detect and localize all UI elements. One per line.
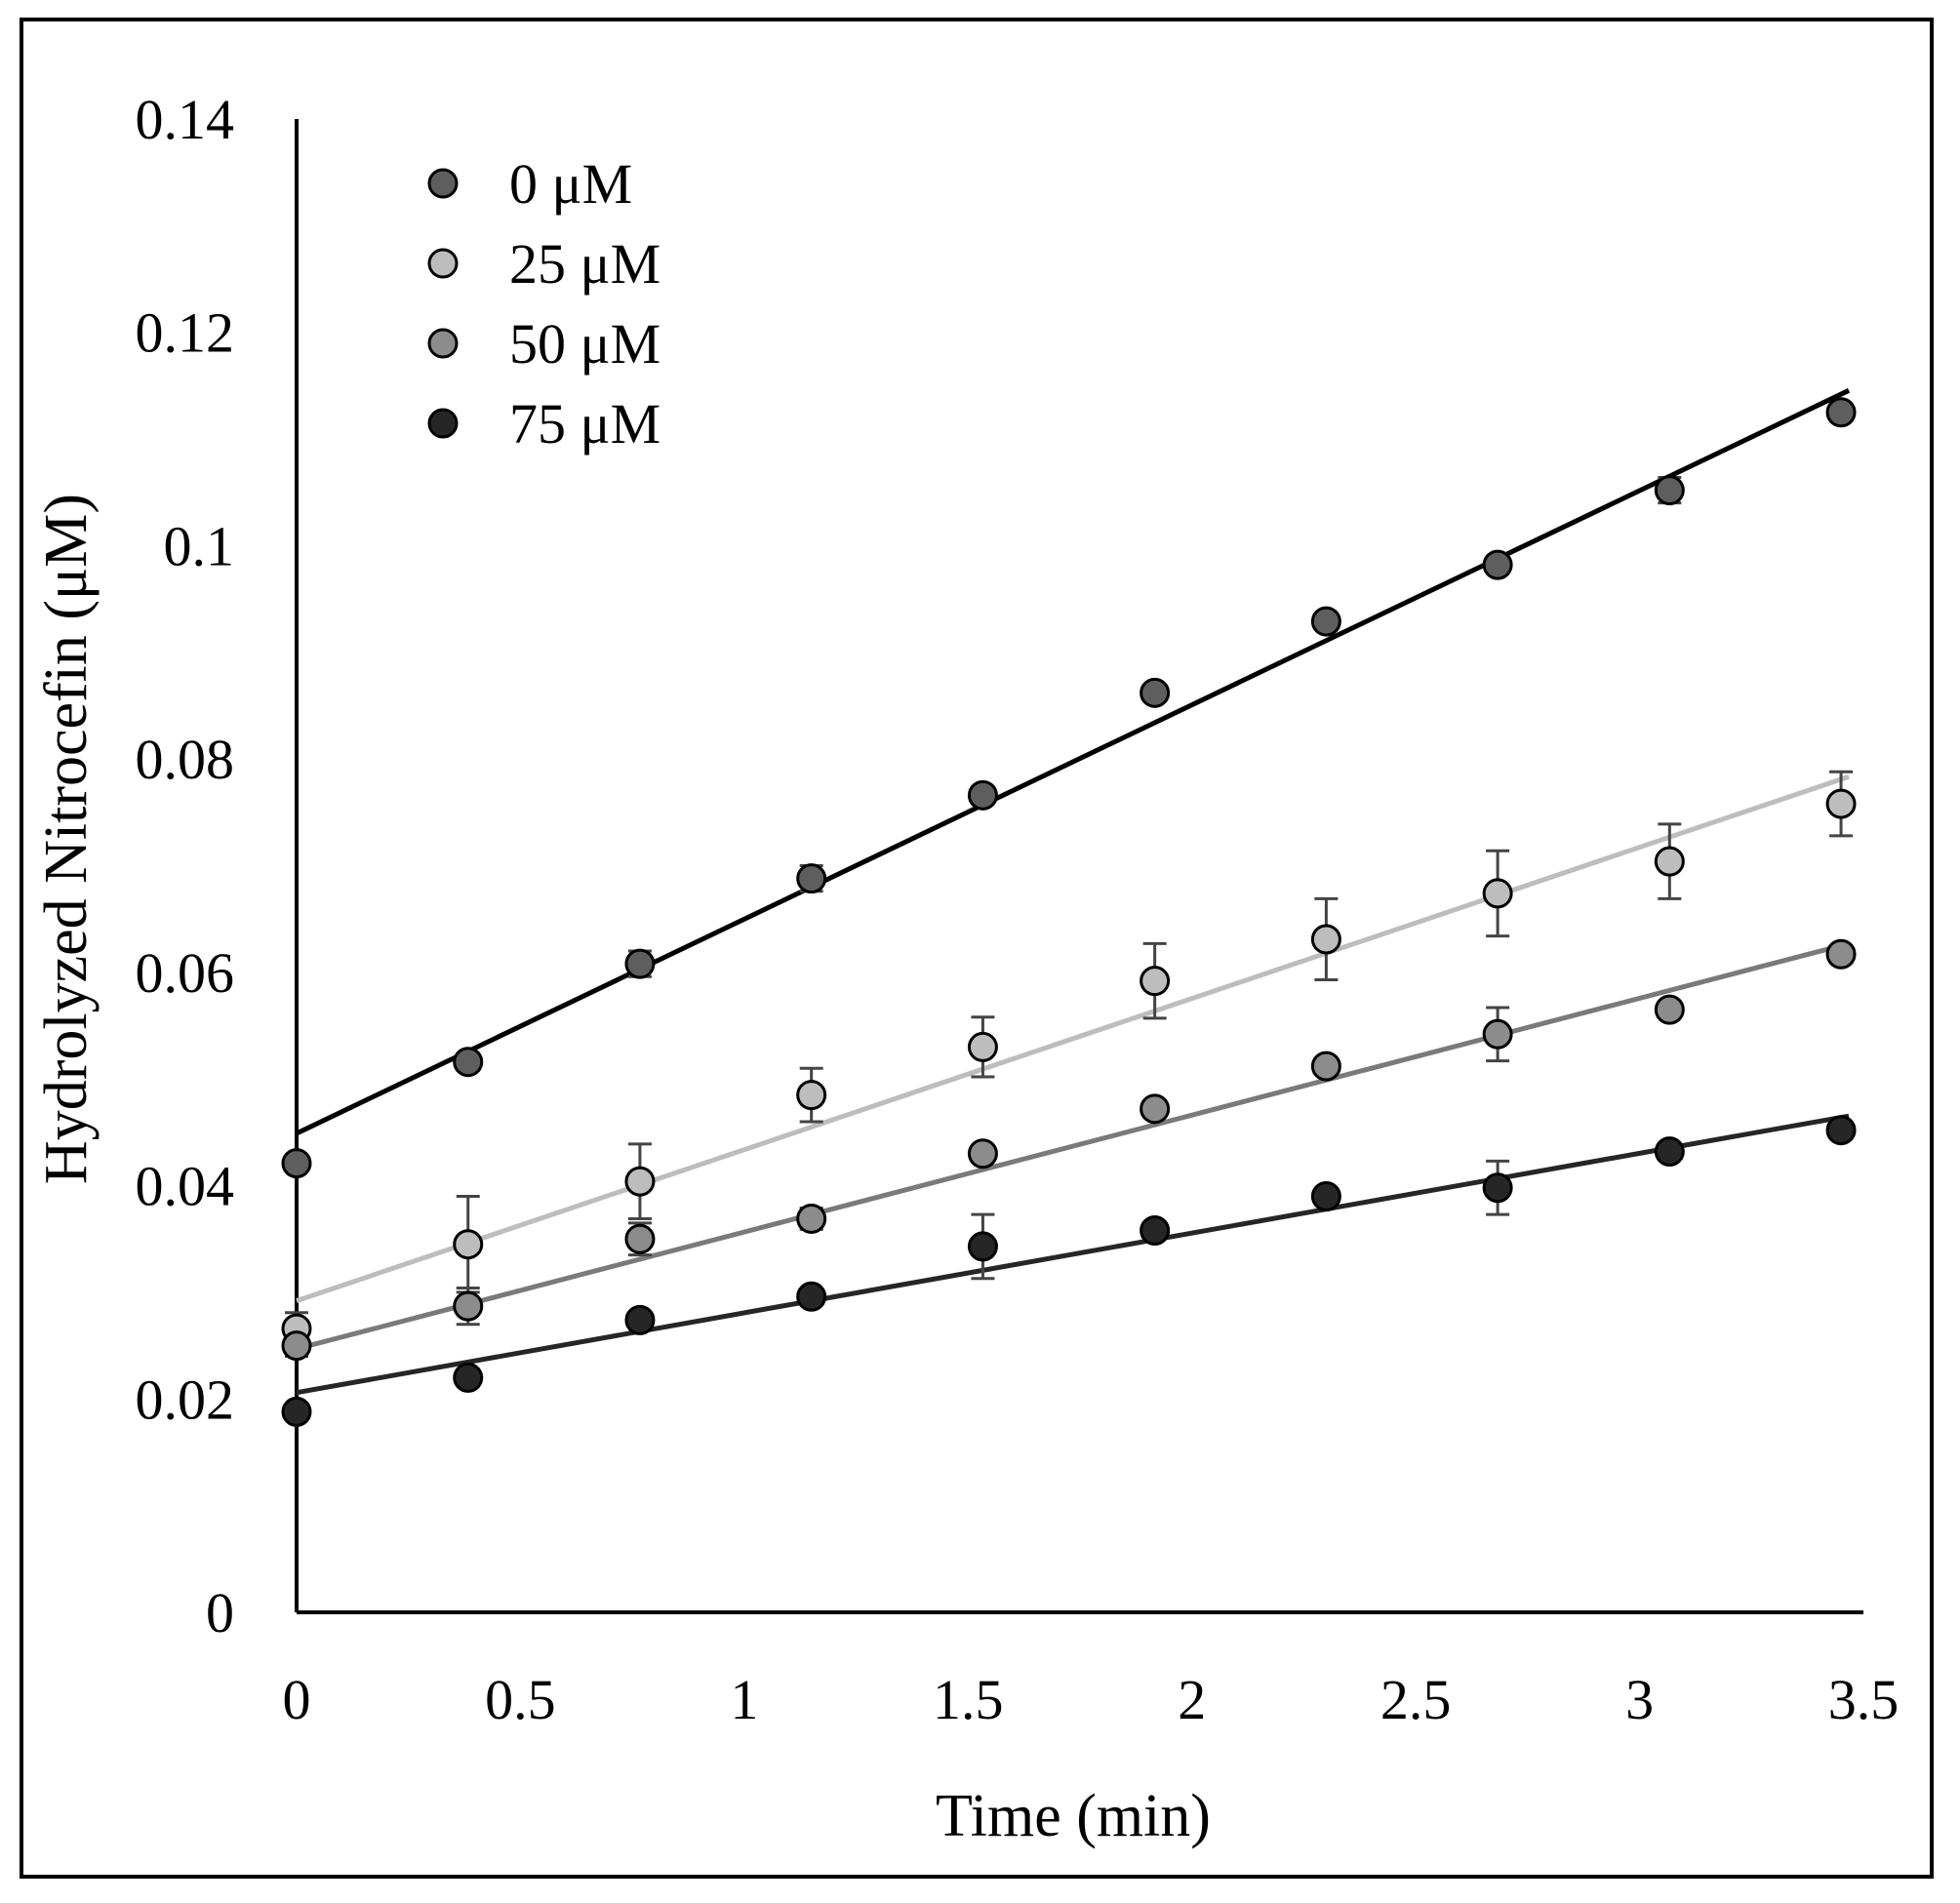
data-point — [453, 1229, 484, 1260]
x-tick-label: 2.5 — [1380, 1668, 1452, 1731]
axes — [295, 119, 1863, 1614]
data-point — [453, 1047, 484, 1078]
x-tick-label: 3 — [1625, 1668, 1654, 1731]
legend-marker — [427, 408, 459, 439]
x-tick-label: 1 — [730, 1668, 758, 1731]
x-tick-label: 3.5 — [1828, 1668, 1900, 1731]
legend-label: 25 μM — [509, 232, 660, 296]
data-point — [1825, 938, 1857, 970]
data-point — [967, 779, 998, 811]
data-point — [796, 1203, 827, 1234]
data-point — [281, 1330, 312, 1362]
data-point — [1140, 677, 1171, 708]
data-point — [1140, 1093, 1171, 1125]
y-axis-label: Hydrolyzed Nitrocefin (μM) — [33, 494, 100, 1184]
y-tick-label: 0.06 — [136, 941, 235, 1005]
data-point — [1654, 994, 1685, 1025]
trendline — [296, 1113, 1850, 1396]
data-point — [624, 948, 656, 979]
data-point — [453, 1362, 484, 1393]
legend-marker — [427, 328, 459, 359]
data-point — [967, 1138, 998, 1170]
y-tick-label: 0.08 — [136, 728, 235, 791]
data-point — [624, 1223, 656, 1254]
data-point — [1140, 1215, 1171, 1247]
trendlines — [295, 388, 1851, 1396]
data-point — [796, 863, 827, 894]
y-tick-label: 0.04 — [136, 1155, 235, 1218]
legend-label: 0 μM — [509, 152, 632, 216]
data-point — [796, 1281, 827, 1312]
data-point — [624, 1304, 656, 1335]
trendline — [295, 388, 1851, 1136]
data-point — [1482, 549, 1513, 580]
data-point — [281, 1148, 312, 1179]
data-point — [1482, 1018, 1513, 1050]
error-bars — [285, 402, 1854, 1419]
chart-frame — [20, 18, 1934, 1879]
data-point — [1310, 924, 1341, 955]
data-points — [281, 397, 1857, 1427]
data-point — [967, 1031, 998, 1062]
y-tick-labels: 0 0.02 0.04 0.06 0.08 0.1 0.12 0.14 — [136, 88, 235, 1645]
y-tick-label: 0.1 — [164, 514, 235, 577]
data-point — [967, 1231, 998, 1262]
x-tick-label: 0.5 — [485, 1668, 556, 1731]
x-tick-label: 1.5 — [933, 1668, 1004, 1731]
legend-label: 50 μM — [509, 312, 660, 376]
data-point — [1654, 1136, 1685, 1168]
data-point — [1310, 1051, 1341, 1082]
y-tick-label: 0.12 — [136, 301, 235, 365]
data-point — [1140, 966, 1171, 997]
x-tick-label: 2 — [1178, 1668, 1206, 1731]
legend: 0 μM 25 μM 50 μM 75 μM — [427, 152, 660, 456]
y-tick-label: 0.02 — [136, 1368, 235, 1431]
data-point — [1482, 878, 1513, 909]
legend-label: 75 μM — [509, 392, 660, 456]
data-point — [1310, 606, 1341, 637]
data-point — [1482, 1172, 1513, 1204]
data-point — [1825, 788, 1857, 819]
trendline — [296, 773, 1850, 1304]
data-point — [1825, 397, 1857, 428]
data-point — [796, 1080, 827, 1111]
trendline — [296, 941, 1850, 1352]
data-point — [624, 1166, 656, 1197]
x-tick-label: 0 — [283, 1668, 311, 1731]
y-tick-label: 0 — [206, 1581, 234, 1645]
data-point — [281, 1396, 312, 1427]
x-axis-label: Time (min) — [936, 1783, 1211, 1849]
data-point — [1654, 475, 1685, 506]
legend-marker — [427, 248, 459, 279]
legend-marker — [427, 168, 459, 199]
data-point — [1825, 1115, 1857, 1146]
data-point — [1654, 846, 1685, 877]
y-tick-label: 0.14 — [136, 88, 235, 151]
data-point — [453, 1290, 484, 1322]
data-point — [1310, 1181, 1341, 1212]
x-tick-labels: 0 0.5 1 1.5 2 2.5 3 3.5 — [283, 1668, 1900, 1731]
